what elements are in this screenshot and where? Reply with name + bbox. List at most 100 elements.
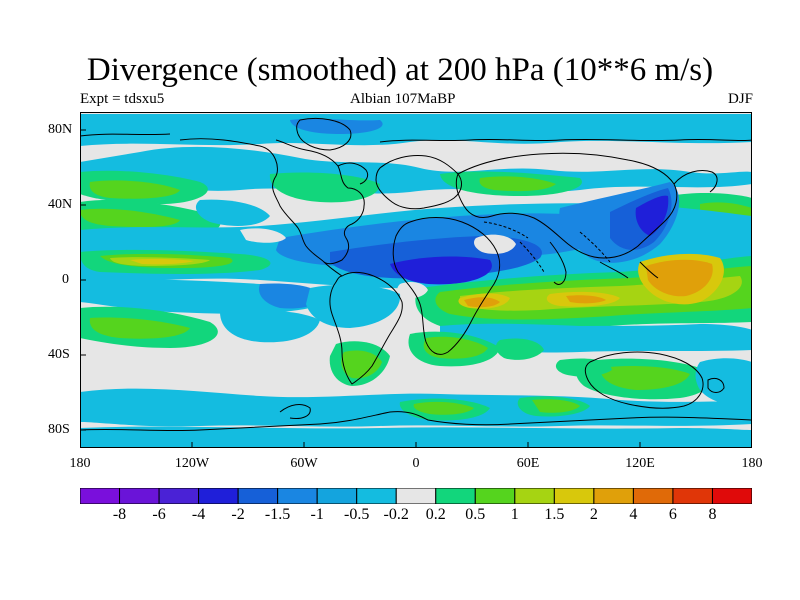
coastline	[707, 377, 725, 393]
colorbar-label: 0.2	[425, 506, 446, 523]
colorbar-swatch	[356, 488, 397, 504]
coastline	[584, 351, 704, 409]
field-patch	[306, 284, 401, 328]
colorbar-swatch	[237, 488, 279, 504]
colorbar-label: -1.5	[264, 506, 291, 523]
field-patch	[80, 426, 752, 448]
colorbar-swatch	[514, 488, 555, 504]
lon-label-120e: 120E	[625, 456, 655, 471]
colorbar-label: 2	[589, 506, 598, 523]
field-patch	[80, 114, 752, 146]
coastline	[80, 133, 171, 137]
coastline	[549, 241, 567, 285]
lat-label-40s: 40S	[48, 347, 70, 362]
field-patch	[269, 172, 380, 203]
field-patch	[600, 366, 690, 390]
coastline	[375, 155, 462, 210]
colorbar-label: -2	[231, 506, 245, 523]
colorbar-label: -0.5	[344, 506, 370, 523]
lon-label-60w: 60W	[290, 456, 318, 471]
field-patch	[89, 317, 190, 339]
island-arcs	[483, 221, 611, 273]
lon-label-120w: 120W	[174, 456, 210, 471]
colorbar-swatch	[395, 488, 437, 504]
field-patch	[495, 338, 544, 360]
colorbar-swatch	[672, 488, 713, 504]
colorbar	[80, 488, 752, 504]
field-patch	[89, 180, 180, 199]
field-patch	[479, 176, 556, 192]
coastline	[337, 162, 369, 185]
field-patch	[423, 336, 488, 359]
map-ticks	[80, 129, 641, 448]
coastline	[279, 404, 311, 419]
field-patch	[290, 118, 383, 134]
field-patch	[195, 199, 270, 226]
coastline	[392, 217, 501, 355]
season-label: DJF	[727, 91, 753, 107]
colorbar-swatch	[316, 488, 358, 504]
coastline	[599, 261, 629, 279]
lon-label-180e: 180	[741, 456, 763, 471]
divergence-map	[80, 112, 752, 448]
coastline	[639, 261, 659, 279]
period-label: Albian 107MaBP	[350, 91, 456, 107]
colorbar-label: -4	[191, 506, 206, 523]
field-patch	[80, 146, 752, 194]
field-patch	[474, 234, 516, 254]
colorbar-label: 1.5	[544, 506, 565, 523]
continent-outlines	[80, 117, 752, 432]
coastline	[329, 271, 403, 385]
island-arc	[519, 241, 545, 273]
coastline	[296, 117, 352, 151]
lon-label-180w: 180	[69, 456, 91, 471]
colorbar-swatch	[553, 488, 595, 504]
colorbar-swatch	[711, 488, 752, 504]
colorbar-label: 4	[629, 506, 638, 523]
field-patch	[390, 256, 492, 285]
field-patch	[566, 295, 606, 304]
colorbar-label: -6	[152, 506, 166, 523]
field-patch	[80, 279, 313, 314]
colorbar-swatch	[435, 488, 476, 504]
field-patch	[130, 258, 194, 265]
coastline	[673, 170, 718, 193]
lon-label-60e: 60E	[516, 456, 540, 471]
colorbar-label: -8	[112, 506, 127, 523]
colorbar-swatch	[119, 488, 160, 504]
plot-title: Divergence (smoothed) at 200 hPa (10**6 …	[86, 52, 714, 88]
coastline	[323, 261, 343, 277]
colorbar-swatch	[198, 488, 239, 504]
colorbar-label: 0.5	[465, 506, 486, 523]
field-patch	[220, 310, 320, 343]
colorbar-swatch	[474, 488, 516, 504]
colorbar-swatch	[80, 488, 121, 504]
field-patch	[341, 350, 382, 379]
field-patch	[532, 399, 580, 413]
field-patch	[80, 208, 180, 228]
field-patch	[555, 358, 612, 377]
island-arc	[579, 231, 611, 263]
coastline	[455, 152, 678, 259]
coastline	[379, 138, 752, 143]
colorbar-label: -0.2	[383, 506, 409, 523]
colorbar-label: 8	[708, 506, 717, 523]
lat-label-80s: 80S	[48, 422, 70, 437]
field-patch	[695, 358, 752, 405]
colorbar-swatch	[632, 488, 674, 504]
colorbar-label: 6	[668, 506, 677, 523]
lat-label-0: 0	[62, 272, 69, 287]
lat-label-80n: 80N	[48, 122, 73, 137]
colorbar-label: 1	[510, 506, 519, 523]
experiment-label: Expt = tdsxu5	[80, 91, 165, 107]
colorbar-label: -1	[310, 506, 324, 523]
coastline	[80, 411, 752, 432]
field-patch	[413, 401, 474, 415]
coastline	[179, 138, 365, 265]
lat-label-40n: 40N	[48, 197, 73, 212]
lon-label-0: 0	[412, 456, 420, 471]
colorbar-swatch	[593, 488, 634, 504]
colorbar-swatch	[158, 488, 200, 504]
colorbar-swatch	[277, 488, 318, 504]
field-patch	[240, 228, 286, 243]
